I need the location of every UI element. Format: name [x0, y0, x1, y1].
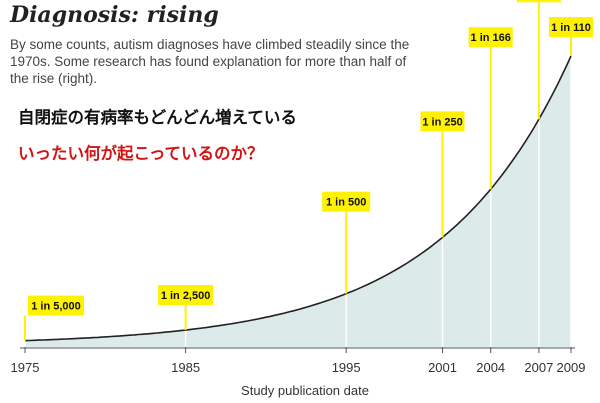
x-axis-label: Study publication date: [241, 383, 369, 398]
label-box: [158, 285, 214, 306]
trend-line: [24, 55, 572, 342]
chart-subtitle: By some counts, autism diagnoses have cl…: [10, 37, 410, 86]
x-tick-label: 1995: [332, 360, 361, 375]
area-fill: [25, 56, 571, 347]
data-label: 1 in 2,500: [161, 290, 211, 302]
label-box: [28, 295, 84, 316]
x-tick-label: 1975: [11, 360, 40, 375]
x-tick-label: 1985: [171, 360, 200, 375]
x-tick-label: 2009: [557, 360, 586, 375]
japanese-annotation-2: いったい何が起こっているのか？: [18, 145, 264, 163]
x-tick-label: 2001: [428, 360, 457, 375]
data-label: 1 in 500: [326, 197, 366, 209]
data-label: 1 in 166: [471, 32, 511, 44]
japanese-annotation-1: 自閉症の有病率もどんどん増えている: [18, 109, 297, 127]
guide-lines: [24, 56, 572, 347]
label-box: [549, 17, 593, 37]
data-label: 1 in 110: [551, 22, 591, 34]
label-box: [322, 191, 371, 212]
data-label: 1 in 250: [422, 116, 462, 128]
label-box: [516, 0, 561, 3]
area-layer: [25, 56, 571, 347]
curve-layer: [24, 55, 572, 342]
x-axis: 1975 1985 1995 2001 2004 2007 2009: [11, 347, 586, 375]
data-labels: 1 in 5,000 1 in 2,500 1 in 500 1 in 250 1 in…: [24, 0, 593, 341]
data-label: 1 in 5,000: [31, 301, 81, 313]
chart-title: Diagnosis: rising: [10, 2, 219, 28]
x-tick-label: 2004: [476, 360, 505, 375]
x-tick-label: 2007: [524, 360, 553, 375]
label-box: [420, 111, 465, 132]
label-box: [468, 27, 513, 48]
